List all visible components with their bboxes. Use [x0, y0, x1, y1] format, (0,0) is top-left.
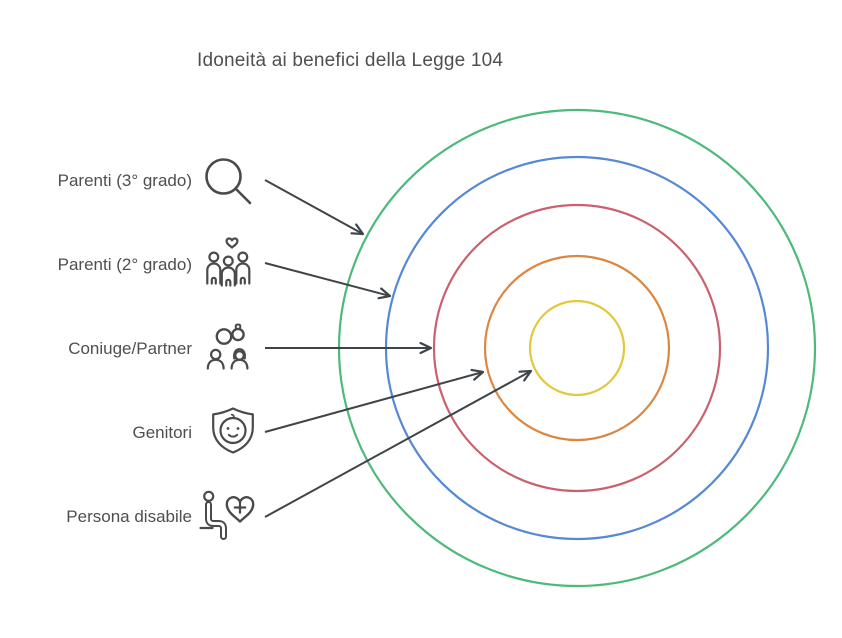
- disabled-person-heart-icon: [199, 490, 255, 540]
- heart-icon: [225, 237, 239, 249]
- shield-icon: [212, 407, 254, 454]
- child-shield-icon: [212, 407, 254, 454]
- baby-face-icon: [219, 416, 247, 445]
- arrows: [264, 179, 531, 518]
- label-persona-disabile: Persona disabile: [66, 507, 192, 526]
- ring-level-2: [483, 254, 671, 442]
- magnifier-icon: [205, 158, 252, 205]
- ring-level-4: [384, 155, 770, 541]
- family-group-icon: [206, 237, 251, 287]
- label-parenti-3-grado: Parenti (3° grado): [57, 171, 192, 190]
- arrow-parenti-3-grado: [264, 179, 363, 234]
- ring-level-1: [528, 299, 626, 397]
- wedding-ring-icon: [215, 328, 233, 345]
- marriage-rings-couple-icon: [206, 323, 249, 370]
- label-parenti-2-grado: Parenti (2° grado): [57, 255, 192, 274]
- label-coniuge-partner: Coniuge/Partner: [68, 339, 192, 358]
- seated-person-icon: [205, 501, 227, 540]
- ring-level-3: [432, 203, 722, 493]
- label-genitori: Genitori: [132, 423, 192, 442]
- arrow-persona-disabile: [264, 371, 531, 518]
- arrow-parenti-2-grado: [264, 262, 390, 296]
- page-title: Idoneità ai benefici della Legge 104: [197, 50, 504, 71]
- arrow-genitori: [264, 372, 483, 433]
- wedding-ring-icon: [231, 327, 245, 342]
